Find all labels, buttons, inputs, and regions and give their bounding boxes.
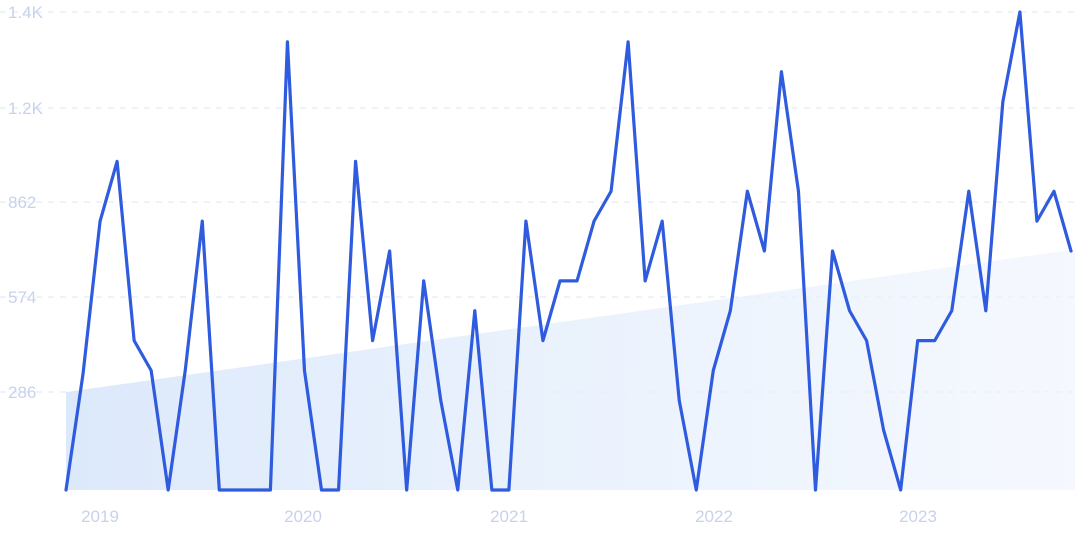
y-axis-ticks: 286 574 862 1.2K 1.4K bbox=[8, 3, 44, 402]
x-axis-ticks: 2019 2020 2021 2022 2023 bbox=[81, 507, 937, 526]
x-tick-label: 2022 bbox=[695, 507, 733, 526]
y-tick-label: 574 bbox=[8, 288, 36, 307]
x-tick-label: 2021 bbox=[490, 507, 528, 526]
y-tick-label: 862 bbox=[8, 193, 36, 212]
y-tick-label: 1.4K bbox=[8, 3, 44, 22]
y-tick-label: 1.2K bbox=[8, 99, 44, 118]
x-tick-label: 2020 bbox=[284, 507, 322, 526]
y-tick-label: 286 bbox=[8, 383, 36, 402]
x-tick-label: 2019 bbox=[81, 507, 119, 526]
x-tick-label: 2023 bbox=[899, 507, 937, 526]
trend-area bbox=[66, 249, 1075, 490]
series-line bbox=[64, 10, 1073, 492]
